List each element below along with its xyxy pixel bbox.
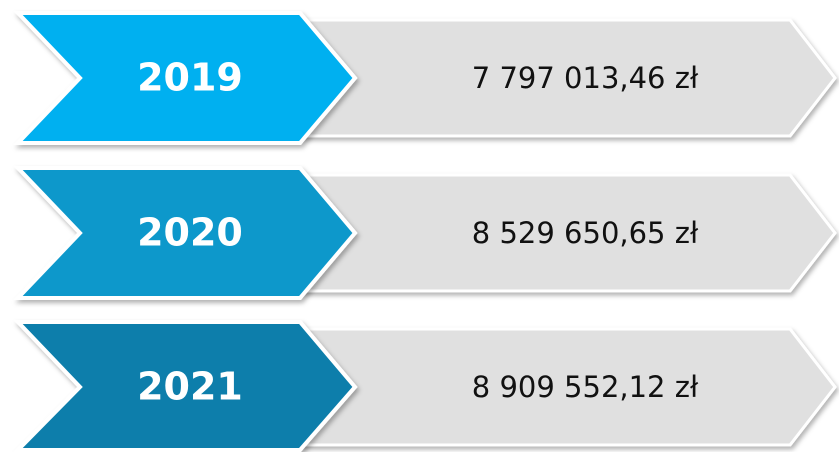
amount-label: 8 529 650,65 zł: [472, 216, 699, 250]
year-label: 2019: [137, 56, 243, 100]
year-chevron: [13, 11, 358, 145]
year-label: 2020: [137, 211, 243, 255]
row: 2021 8 909 552,12 zł: [13, 320, 837, 452]
row: 2019 7 797 013,46 zł: [13, 11, 837, 145]
amount-label: 7 797 013,46 zł: [472, 61, 699, 95]
year-label: 2021: [137, 365, 243, 409]
amount-label: 8 909 552,12 zł: [472, 370, 699, 404]
year-chevron: [13, 166, 358, 300]
row: 2020 8 529 650,65 zł: [13, 166, 837, 300]
year-chevron: [13, 320, 358, 452]
